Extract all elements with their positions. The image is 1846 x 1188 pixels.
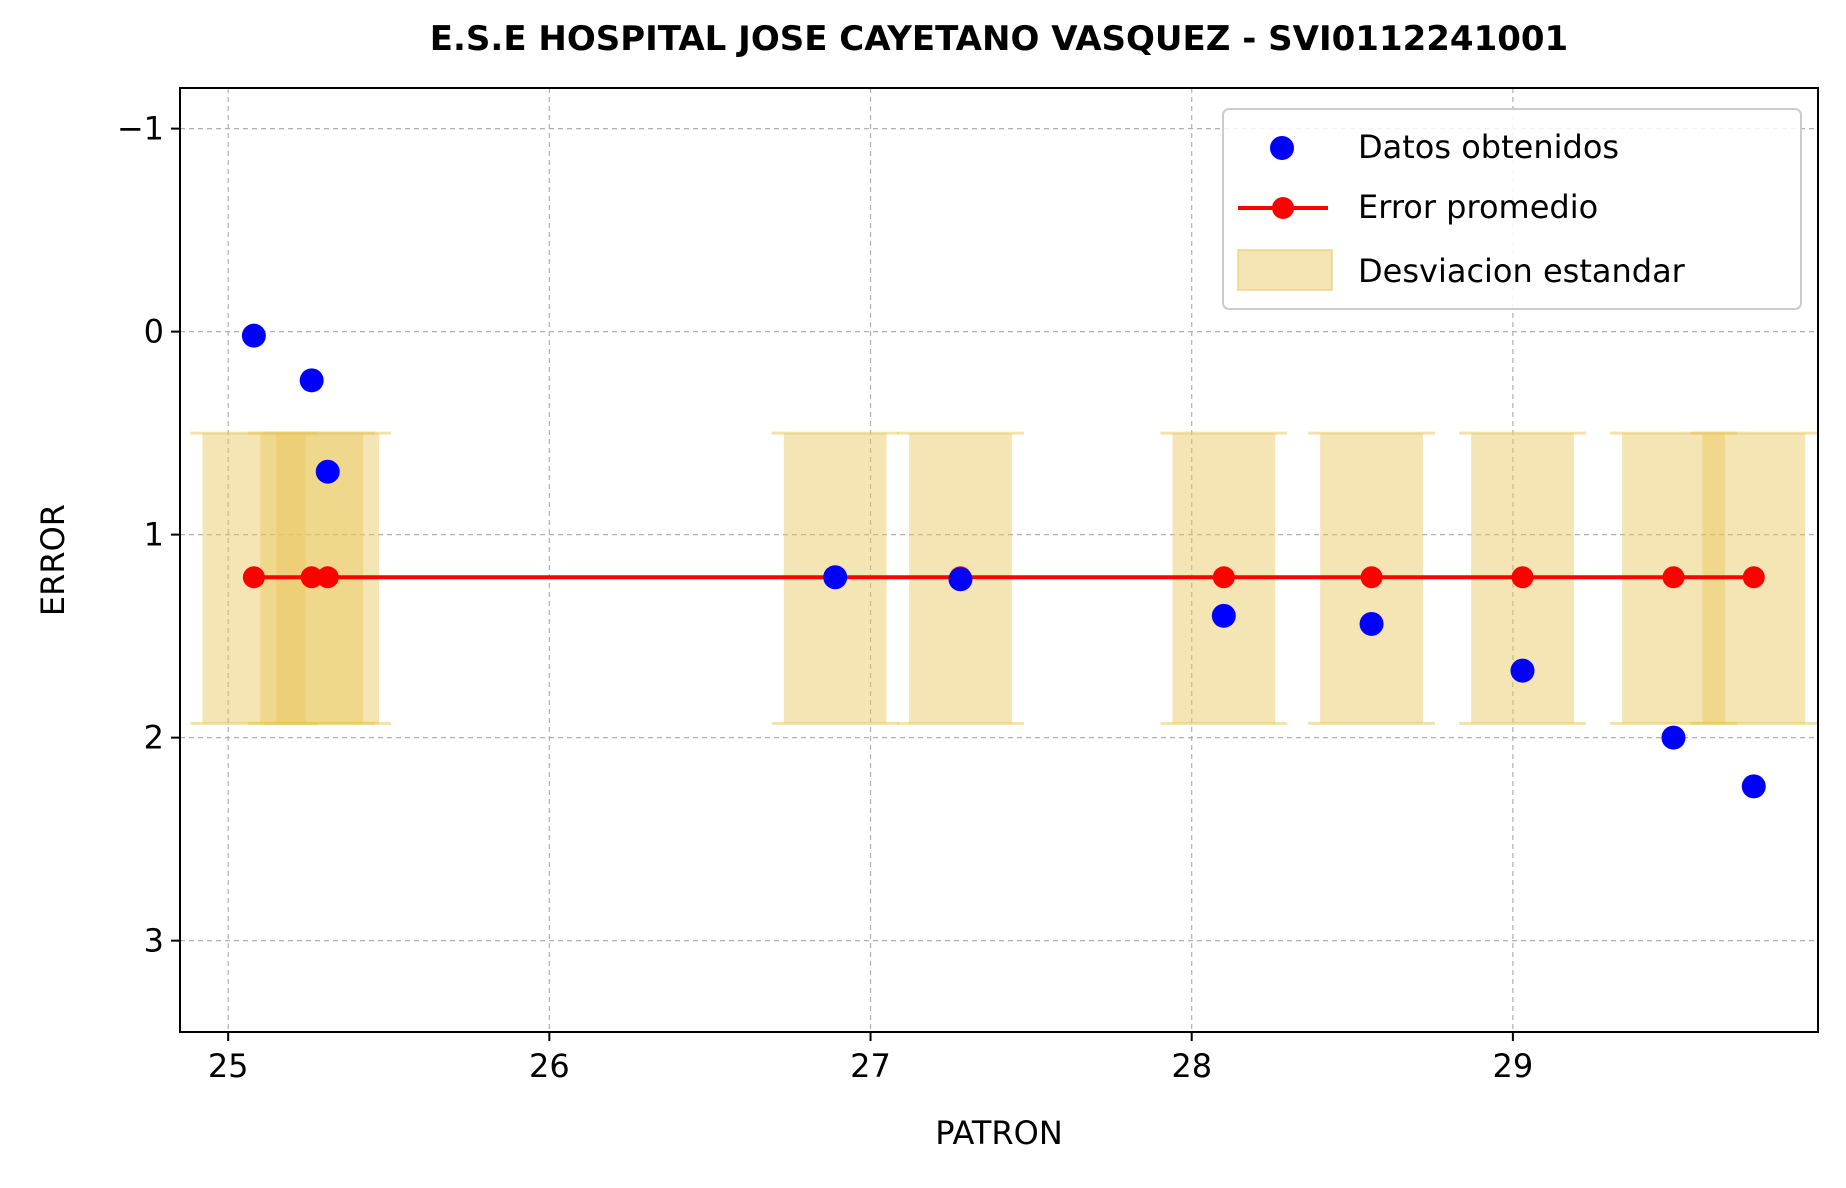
x-tick-label: 26: [529, 1047, 570, 1085]
mean-marker: [1360, 566, 1383, 589]
legend-scatter-marker: [1270, 136, 1294, 160]
data-point: [1741, 774, 1766, 799]
axis-ticks: 25 26 27 28 29 −1 0 1 2 3: [117, 110, 1533, 1085]
chart-title: E.S.E HOSPITAL JOSE CAYETANO VASQUEZ - S…: [430, 19, 1568, 59]
y-tick-label: −1: [117, 110, 164, 148]
y-tick-label: 3: [144, 922, 164, 960]
y-tick-label: 1: [144, 516, 164, 554]
data-point: [241, 323, 266, 348]
legend-box: [1222, 108, 1802, 310]
legend-band-swatch: [1237, 249, 1333, 291]
x-axis-label: PATRON: [935, 1114, 1063, 1152]
mean-marker: [1212, 566, 1235, 589]
mean-marker: [1742, 566, 1765, 589]
grid: [180, 88, 1818, 1032]
legend: Datos obtenidos Error promedio Desviacion …: [1222, 108, 1802, 310]
mean-marker: [316, 566, 339, 589]
x-tick-label: 27: [850, 1047, 891, 1085]
y-axis-label: ERROR: [34, 504, 72, 616]
legend-label: Datos obtenidos: [1358, 128, 1619, 166]
data-point: [823, 565, 848, 590]
legend-line-marker: [1272, 197, 1294, 219]
data-point: [1661, 725, 1686, 750]
mean-marker: [1511, 566, 1534, 589]
y-tick-label: 2: [144, 719, 164, 757]
legend-label: Error promedio: [1358, 188, 1598, 226]
data-point: [948, 567, 973, 592]
mean-marker: [242, 566, 265, 589]
data-points: [241, 323, 1766, 799]
data-point: [315, 459, 340, 484]
x-tick-label: 28: [1171, 1047, 1212, 1085]
data-point: [1510, 658, 1535, 683]
data-point: [1211, 603, 1236, 628]
data-point: [299, 368, 324, 393]
mean-marker: [1662, 566, 1685, 589]
legend-label: Desviacion estandar: [1358, 252, 1686, 290]
mean-line: [242, 566, 1765, 589]
x-tick-label: 25: [208, 1047, 249, 1085]
data-point: [1359, 611, 1384, 636]
mean-marker: [300, 566, 323, 589]
y-tick-label: 0: [144, 313, 164, 351]
x-tick-label: 29: [1493, 1047, 1534, 1085]
plot-frame: [179, 87, 1819, 1033]
